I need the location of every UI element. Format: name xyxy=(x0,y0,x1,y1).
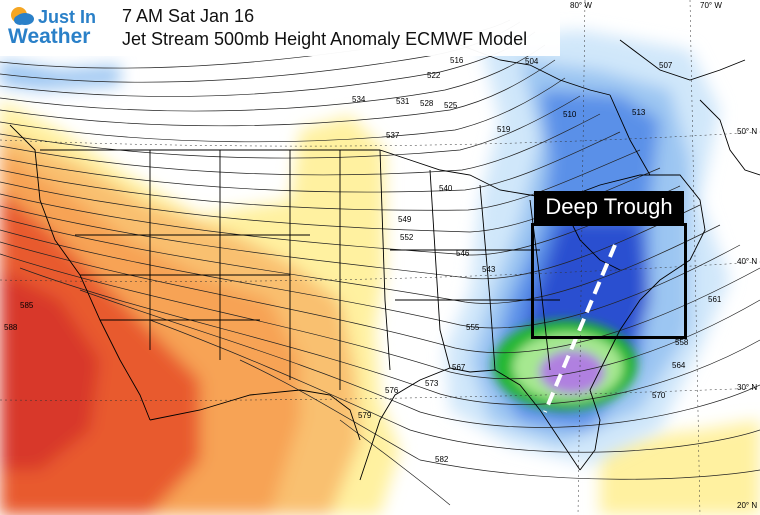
contour-label: 543 xyxy=(482,265,496,274)
map-title: Jet Stream 500mb Height Anomaly ECMWF Mo… xyxy=(122,29,528,49)
contour-label: 531 xyxy=(396,97,410,106)
just-in-weather-logo: Just In Weather xyxy=(8,6,118,50)
logo-text-bottom: Weather xyxy=(8,25,91,48)
contour-label: 576 xyxy=(385,386,399,395)
lat-label-30n: 30° N xyxy=(737,383,757,392)
contour-label: 540 xyxy=(439,184,453,193)
coordinate-labels: 50° N 40° N 30° N 20° N 80° W 70° W xyxy=(570,1,757,510)
contour-label: 585 xyxy=(20,301,34,310)
map-valid-time: 7 AM Sat Jan 16 xyxy=(122,6,255,26)
contour-label: 519 xyxy=(497,125,511,134)
lon-label-80w: 80° W xyxy=(570,1,592,10)
contour-label: 555 xyxy=(466,323,480,332)
lat-label-40n: 40° N xyxy=(737,257,757,266)
contour-label: 513 xyxy=(632,108,646,117)
deep-trough-highlight-box xyxy=(531,223,687,339)
cloud-sun-icon xyxy=(11,7,34,25)
contour-label: 549 xyxy=(398,215,412,224)
contour-label: 522 xyxy=(427,71,441,80)
contour-label: 570 xyxy=(652,391,666,400)
lon-label-70w: 70° W xyxy=(700,1,722,10)
contour-label: 537 xyxy=(386,131,400,140)
contour-label: 504 xyxy=(525,57,539,66)
contour-label: 510 xyxy=(563,110,577,119)
contour-label: 546 xyxy=(456,249,470,258)
contour-label: 588 xyxy=(4,323,18,332)
contour-label: 561 xyxy=(708,295,722,304)
contour-label: 534 xyxy=(352,95,366,104)
contour-label: 567 xyxy=(452,363,466,372)
logo-text-top: Just In xyxy=(38,7,97,27)
contour-label: 558 xyxy=(675,338,689,347)
lat-label-50n: 50° N xyxy=(737,127,757,136)
contour-label: 582 xyxy=(435,455,449,464)
contour-label: 564 xyxy=(672,361,686,370)
trough-axis-line xyxy=(543,244,617,413)
contour-label: 516 xyxy=(450,56,464,65)
contour-label: 579 xyxy=(358,411,372,420)
contour-label: 525 xyxy=(444,101,458,110)
contour-label: 552 xyxy=(400,233,414,242)
contour-label: 507 xyxy=(659,61,673,70)
contour-label: 528 xyxy=(420,99,434,108)
contour-label: 573 xyxy=(425,379,439,388)
deep-trough-label: Deep Trough xyxy=(534,191,684,223)
contour-value-labels: 588 585 582 579 576 573 570 567 564 561 … xyxy=(4,56,722,464)
title-panel: Just In Weather 7 AM Sat Jan 16 Jet Stre… xyxy=(0,0,560,56)
lat-label-20n: 20° N xyxy=(737,501,757,510)
